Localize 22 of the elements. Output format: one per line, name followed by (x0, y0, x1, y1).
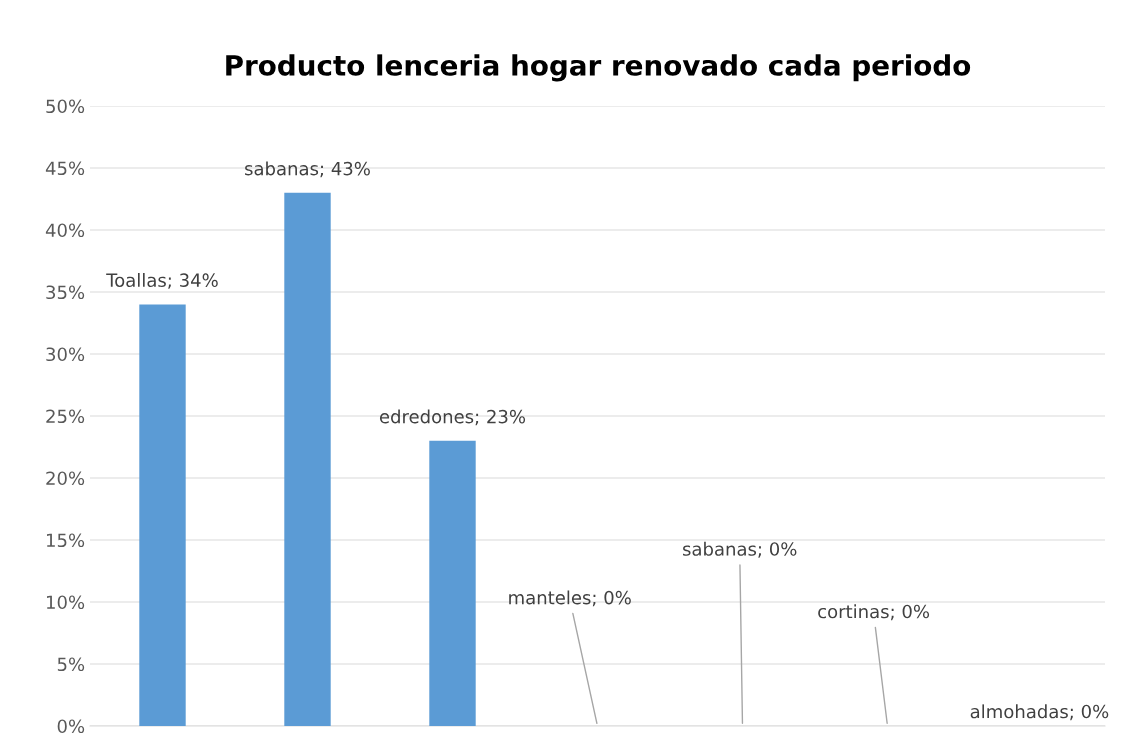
data-label: cortinas; 0% (818, 604, 930, 621)
data-label: edredones; 23% (379, 409, 526, 426)
y-tick-label: 0% (57, 719, 85, 734)
data-label: sabanas; 0% (683, 541, 797, 558)
y-tick-label: 20% (46, 471, 85, 486)
y-tick-label: 30% (46, 347, 85, 362)
y-tick-label: 35% (46, 285, 85, 300)
bar (429, 440, 476, 726)
y-tick-label: 10% (46, 595, 85, 610)
y-tick-label: 45% (45, 161, 85, 176)
data-label: almohadas; 0% (970, 704, 1109, 721)
y-tick-label: 50% (46, 99, 85, 114)
data-label: manteles; 0% (509, 590, 631, 607)
y-tick-label: 15% (46, 533, 85, 548)
bar (284, 192, 331, 726)
chart-title: Producto lenceria hogar renovado cada periodo (226, 54, 971, 82)
y-tick-label: 25% (46, 409, 85, 424)
data-label: sabanas; 43% (245, 161, 370, 178)
bar (139, 304, 186, 726)
y-tick-label: 5% (57, 657, 85, 672)
data-label: Toallas; 34% (106, 273, 218, 289)
y-tick-label: 40% (45, 223, 85, 238)
